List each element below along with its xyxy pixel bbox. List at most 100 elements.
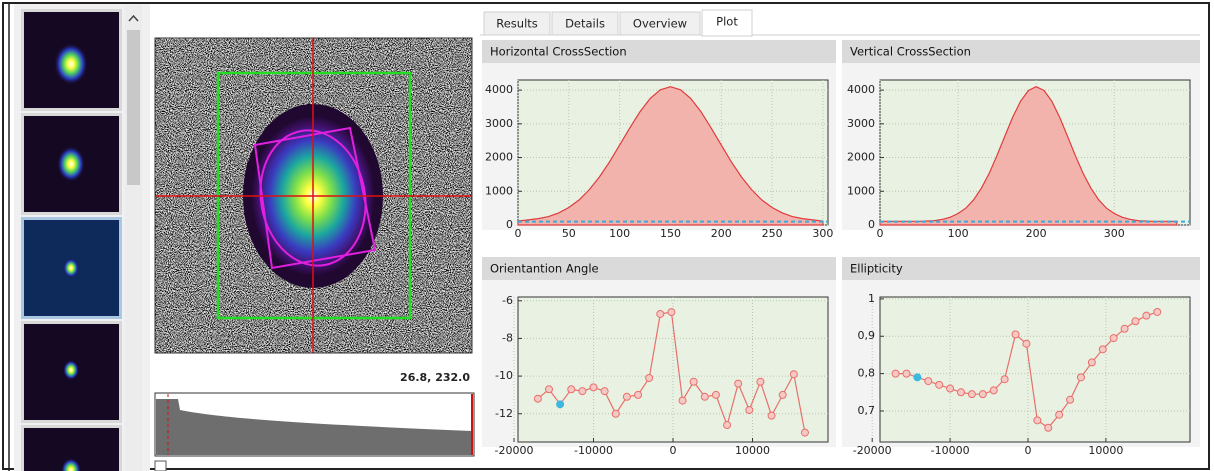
x-tick-label: 250: [762, 227, 783, 240]
y-tick-label: 1000: [847, 184, 875, 197]
data-point: [533, 394, 542, 403]
data-point: [935, 380, 944, 389]
data-point: [1131, 317, 1140, 326]
y-tick-label: 0,9: [858, 329, 876, 342]
panel-header: [842, 257, 1200, 280]
x-tick-label: 10000: [1088, 444, 1123, 457]
beam-image: [154, 37, 473, 354]
data-point: [656, 309, 665, 318]
panel-title: Ellipticity: [850, 262, 903, 276]
data-point: [891, 369, 900, 378]
data-point: [689, 377, 698, 386]
histogram-area: [156, 399, 472, 455]
x-tick-label: 200: [1026, 227, 1047, 240]
y-tick-label: -8: [502, 331, 513, 344]
data-point: [1066, 395, 1075, 404]
y-tick-label: -12: [495, 407, 513, 420]
y-tick-label: 3000: [485, 117, 513, 130]
y-tick-label: 4000: [485, 83, 513, 96]
data-point: [957, 388, 966, 397]
y-tick-label: 0,7: [858, 404, 876, 417]
x-tick-label: 100: [948, 227, 969, 240]
data-point: [924, 377, 933, 386]
data-point: [645, 373, 654, 382]
tab[interactable]: [619, 11, 701, 36]
tab-bar: Results Details Overview Plot: [480, 9, 1200, 37]
x-tick-label: -20000: [495, 444, 534, 457]
x-tick-label: -10000: [574, 444, 613, 457]
thumbnail-beam: [57, 146, 85, 182]
x-tick-label: 10000: [735, 444, 770, 457]
data-point: [1142, 311, 1151, 320]
x-tick-label: 100: [609, 227, 630, 240]
data-point: [1087, 358, 1096, 367]
thumbnail-beam: [61, 458, 81, 471]
data-point: [723, 421, 732, 430]
tab[interactable]: [483, 11, 551, 36]
data-point: [902, 369, 911, 378]
y-tick-label: 0,8: [858, 367, 876, 380]
panel-header: [842, 40, 1200, 63]
data-point: [1153, 307, 1162, 316]
y-tick-label: 3000: [847, 117, 875, 130]
cross-section-area: [517, 86, 824, 226]
data-point: [667, 308, 676, 317]
y-tick-label: 1: [868, 292, 875, 305]
x-tick-label: 200: [711, 227, 732, 240]
data-point: [789, 370, 798, 379]
x-tick-label: 300: [812, 227, 833, 240]
data-point: [1120, 324, 1129, 333]
cursor-coordinates: 26.8, 232.0: [400, 371, 470, 384]
data-point: [989, 386, 998, 395]
data-point: [634, 390, 643, 399]
panel-title: Vertical CrossSection: [850, 45, 971, 59]
tab[interactable]: [551, 11, 619, 36]
x-tick-label: 50: [562, 227, 576, 240]
data-point: [1076, 373, 1085, 382]
data-point: [767, 411, 776, 420]
scroll-thumb[interactable]: [127, 30, 140, 185]
thumbnail-beam: [63, 258, 79, 278]
data-point: [978, 390, 987, 399]
intensity-histogram: [154, 392, 475, 457]
y-tick-label: -10: [495, 369, 513, 382]
data-point: [946, 384, 955, 393]
y-tick-label: 1000: [485, 184, 513, 197]
data-point: [622, 392, 631, 401]
data-point: [745, 405, 754, 414]
y-tick-label: -6: [502, 294, 513, 307]
data-point: [1000, 375, 1009, 384]
x-tick-label: 150: [660, 227, 681, 240]
data-point: [567, 385, 576, 394]
x-tick-label: 0: [1024, 444, 1031, 457]
highlighted-point: [556, 400, 565, 409]
data-point: [1033, 416, 1042, 425]
x-tick-label: 0: [670, 444, 677, 457]
y-tick-label: 0: [868, 218, 875, 231]
tab-selected[interactable]: [701, 9, 753, 37]
x-tick-label: -20000: [853, 444, 892, 457]
checkbox[interactable]: [154, 460, 167, 471]
data-point: [1055, 410, 1064, 419]
x-tick-label: 0: [515, 227, 522, 240]
fit-ellipse: [259, 129, 367, 267]
panel-header: [482, 40, 836, 63]
plot-panel: Horizontal CrossSection 0 50 100 150 200 250 30…: [482, 40, 836, 240]
data-point: [756, 377, 765, 386]
tab-label: Plot: [716, 15, 738, 29]
data-point: [1011, 330, 1020, 339]
panel-title: Horizontal CrossSection: [490, 45, 627, 59]
data-point: [1109, 334, 1118, 343]
fit-rectangle: [253, 126, 377, 270]
data-point: [800, 428, 809, 437]
data-point: [589, 383, 598, 392]
data-point: [700, 392, 709, 401]
data-point: [1022, 339, 1031, 348]
data-point: [611, 409, 620, 418]
y-tick-label: 2000: [485, 151, 513, 164]
plot-panel: Orientantion Angle -20000 -10000 0 10000 -6 -8…: [482, 257, 836, 457]
panel-title: Orientantion Angle: [490, 262, 599, 276]
scroll-up-arrow[interactable]: [128, 14, 139, 22]
